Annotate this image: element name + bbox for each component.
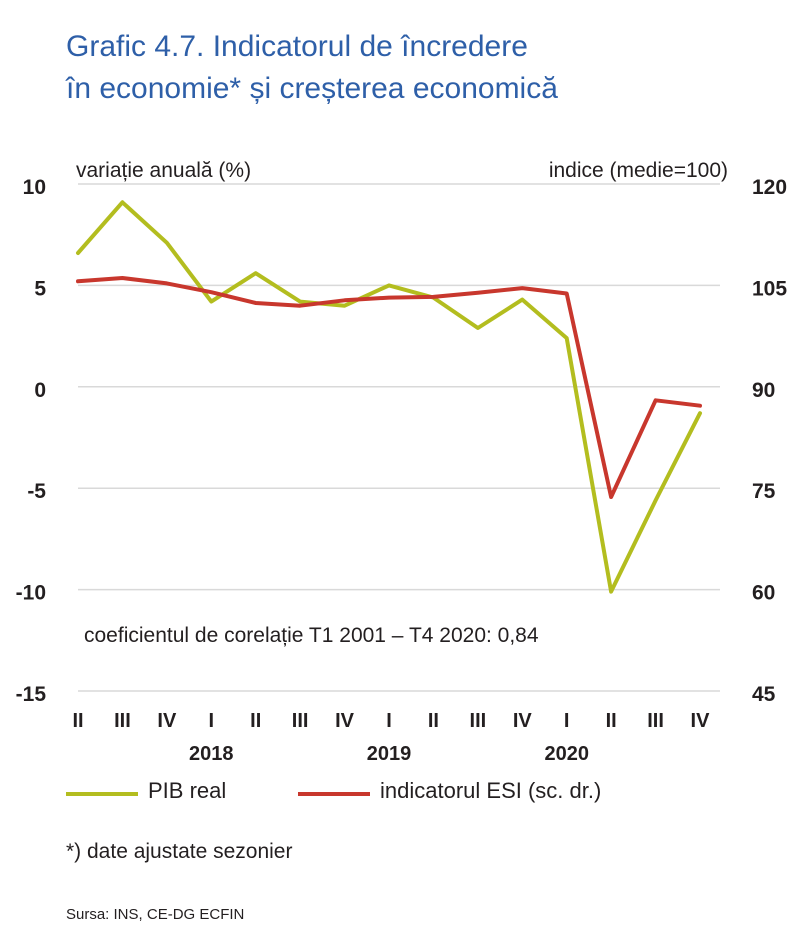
left-tick-label: 5 [34, 277, 46, 300]
x-tick-label: II [606, 710, 617, 732]
x-tick-label: IV [513, 710, 533, 732]
legend-label-pib-real: PIB real [148, 778, 227, 803]
footnote: *) date ajustate sezonier [66, 840, 293, 863]
x-tick-label: II [428, 710, 439, 732]
x-tick-label: I [564, 710, 570, 732]
year-label: 2020 [544, 743, 589, 765]
legend-label-esi: indicatorul ESI (sc. dr.) [380, 778, 602, 803]
legend-swatch-pib-real [66, 792, 138, 796]
correlation-annotation: coeficientul de corelație T1 2001 – T4 2… [84, 624, 539, 647]
x-tick-label: IV [335, 710, 355, 732]
gridlines [78, 183, 720, 692]
right-tick-label: 45 [752, 683, 776, 706]
source-note: Sursa: INS, CE-DG ECFIN [66, 906, 245, 923]
series-line-pib-real [76, 200, 702, 594]
x-tick-label: III [647, 710, 664, 732]
right-tick-label: 60 [752, 582, 775, 605]
x-tick-label: IV [157, 710, 177, 732]
left-tick-label: -5 [27, 480, 46, 503]
chart-title: Grafic 4.7. Indicatorul de încredere în … [66, 26, 558, 110]
right-tick-label: 120 [752, 176, 787, 199]
x-tick-label: III [292, 710, 309, 732]
chart-title-line-1: Grafic 4.7. Indicatorul de încredere [66, 30, 528, 63]
x-tick-label: III [470, 710, 487, 732]
right-tick-label: 90 [752, 379, 775, 402]
legend-swatch-esi [298, 792, 370, 796]
x-tick-label: III [114, 710, 131, 732]
left-tick-label: -15 [16, 683, 47, 706]
year-label: 2019 [367, 743, 412, 765]
x-tick-label: II [72, 710, 83, 732]
right-axis-label: indice (medie=100) [549, 159, 728, 182]
left-tick-label: -10 [16, 582, 46, 605]
left-axis-label: variație anuală (%) [76, 159, 251, 182]
x-tick-label: I [386, 710, 392, 732]
left-tick-label: 10 [23, 176, 46, 199]
x-tick-label: I [209, 710, 215, 732]
year-label: 2018 [189, 743, 234, 765]
series-lines [76, 200, 702, 594]
right-tick-label: 75 [752, 480, 776, 503]
chart-title-line-2: în economie* și creșterea economică [66, 72, 558, 105]
series-line-esi [76, 276, 702, 499]
x-tick-label: IV [691, 710, 711, 732]
right-tick-label: 105 [752, 277, 787, 300]
left-tick-label: 0 [34, 379, 46, 402]
x-tick-label: II [250, 710, 261, 732]
